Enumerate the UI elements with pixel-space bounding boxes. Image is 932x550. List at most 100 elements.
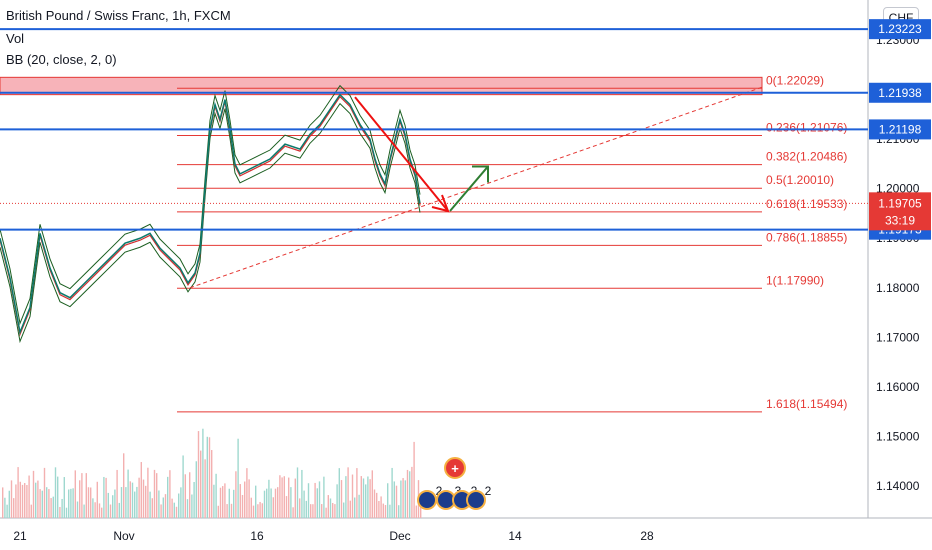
volume-bar bbox=[387, 483, 389, 518]
volume-bar bbox=[167, 476, 169, 518]
volume-bar bbox=[50, 498, 52, 518]
volume-bar bbox=[41, 490, 43, 518]
volume-bar bbox=[323, 476, 325, 518]
volume-bar bbox=[277, 487, 279, 518]
volume-bar bbox=[83, 504, 85, 518]
volume-bar bbox=[153, 469, 156, 518]
volume-bar bbox=[307, 483, 310, 518]
volume-bar bbox=[345, 476, 347, 518]
indicator-volume-label[interactable]: Vol bbox=[6, 31, 25, 46]
volume-bar bbox=[140, 462, 142, 518]
fib-level-label: 1(1.17990) bbox=[766, 273, 824, 287]
volume-bar bbox=[10, 480, 13, 518]
volume-bar bbox=[239, 484, 241, 518]
volume-bar bbox=[76, 501, 79, 518]
volume-bar bbox=[79, 480, 81, 518]
volume-bar bbox=[202, 428, 204, 518]
volume-bar bbox=[112, 495, 114, 518]
volume-bar bbox=[285, 496, 288, 518]
resistance-zone[interactable] bbox=[0, 76, 763, 96]
volume-bar bbox=[173, 502, 175, 518]
volume-bar bbox=[15, 484, 17, 518]
volume-bar bbox=[109, 504, 112, 518]
volume-bar bbox=[305, 500, 307, 518]
price-line bbox=[0, 93, 421, 335]
volume-bar bbox=[81, 473, 83, 518]
volume-bar bbox=[268, 479, 270, 518]
volume-bar bbox=[382, 503, 384, 518]
current-price-box bbox=[869, 192, 931, 231]
volume-bar bbox=[250, 497, 252, 518]
volume-bar bbox=[391, 467, 393, 518]
volume-bar bbox=[151, 498, 153, 518]
volume-bar bbox=[292, 507, 294, 518]
volume-bar bbox=[272, 497, 274, 518]
volume-bar bbox=[74, 470, 76, 518]
price-label-text: 1.21938 bbox=[878, 86, 922, 100]
volume-bar bbox=[248, 479, 250, 518]
up-arrow-line[interactable] bbox=[449, 165, 489, 212]
volume-bar bbox=[46, 487, 48, 518]
volume-bar bbox=[270, 488, 272, 518]
volume-bar bbox=[294, 478, 296, 518]
swiss-flag-icon[interactable] bbox=[444, 457, 466, 479]
volume-bar bbox=[208, 437, 211, 518]
y-tick-label: 1.16000 bbox=[876, 380, 920, 394]
x-tick-label: 28 bbox=[640, 529, 654, 543]
volume-bar bbox=[37, 480, 39, 518]
volume-bar bbox=[373, 489, 376, 518]
volume-bar bbox=[393, 481, 395, 518]
volume-bar bbox=[369, 479, 371, 518]
volume-bar bbox=[213, 484, 215, 518]
volume-bar bbox=[261, 503, 263, 518]
volume-bar bbox=[186, 499, 189, 518]
volume-bar bbox=[101, 507, 103, 518]
volume-bar bbox=[54, 467, 57, 518]
volume-bar bbox=[378, 501, 380, 518]
volume-bar bbox=[32, 470, 35, 518]
y-tick-label: 1.15000 bbox=[876, 429, 920, 443]
volume-bar bbox=[175, 506, 178, 518]
volume-bar bbox=[160, 504, 162, 518]
volume-bar bbox=[303, 490, 305, 518]
volume-bar bbox=[274, 488, 277, 518]
volume-bar bbox=[235, 471, 237, 518]
volume-bar bbox=[134, 491, 136, 518]
down-arrow-line[interactable] bbox=[354, 96, 449, 212]
volume-bar bbox=[200, 450, 202, 518]
trend-line[interactable] bbox=[189, 86, 763, 289]
volume-bar bbox=[127, 469, 129, 518]
volume-bar bbox=[237, 438, 239, 518]
uk-flag-icon[interactable] bbox=[417, 490, 437, 510]
volume-bar bbox=[98, 503, 101, 518]
volume-bar bbox=[288, 477, 290, 518]
volume-bar bbox=[87, 487, 90, 518]
uk-flag-icon[interactable] bbox=[466, 490, 486, 510]
volume-bar bbox=[338, 468, 340, 518]
volume-bar bbox=[147, 467, 149, 518]
volume-bar bbox=[48, 489, 50, 518]
volume-bar bbox=[123, 453, 125, 518]
indicator-bb-label[interactable]: BB (20, close, 2, 0) bbox=[6, 52, 117, 67]
volume-bar bbox=[156, 473, 158, 518]
volume-bar bbox=[376, 492, 378, 518]
volume-bar bbox=[400, 480, 402, 518]
price-label-box bbox=[869, 119, 931, 140]
volume-bar bbox=[96, 481, 98, 518]
volume-bar bbox=[358, 494, 360, 518]
volume-bar bbox=[349, 500, 351, 518]
event-count-label: 2 bbox=[436, 484, 443, 498]
volume-bar bbox=[171, 498, 173, 518]
volume-bar bbox=[314, 482, 316, 518]
volume-bar bbox=[8, 490, 10, 518]
price-label-text: 1.23223 bbox=[878, 22, 922, 36]
volume-bar bbox=[354, 497, 356, 518]
volume-bar bbox=[116, 469, 118, 518]
volume-bar bbox=[332, 502, 334, 518]
swiss-flag-cross: + bbox=[451, 461, 459, 476]
volume-bar bbox=[318, 481, 321, 518]
price-label-box bbox=[869, 82, 931, 103]
volume-bar bbox=[296, 467, 299, 518]
